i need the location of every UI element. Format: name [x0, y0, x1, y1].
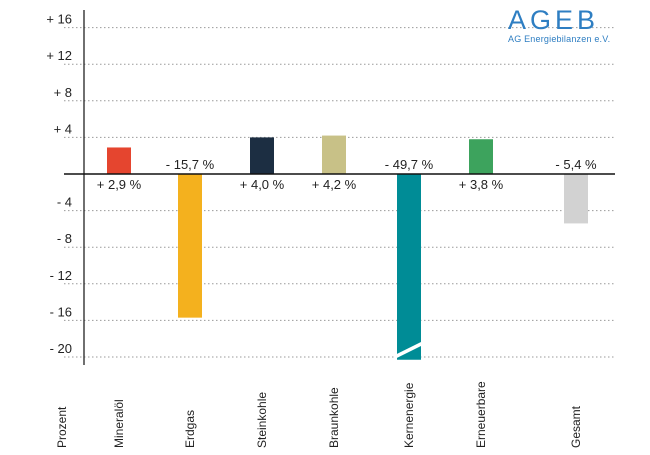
bar [469, 139, 493, 174]
x-tick-label: Braunkohle [327, 387, 341, 448]
y-tick-label: - 8 [57, 231, 72, 246]
bar [322, 135, 346, 174]
bar [107, 147, 131, 174]
y-tick-label: - 16 [50, 304, 72, 319]
x-tick-label: Erdgas [183, 410, 197, 448]
data-label: + 4,2 % [312, 177, 357, 192]
bar [397, 174, 421, 360]
ageb-logo: AGEB AG Energiebilanzen e.V. [508, 6, 638, 44]
x-tick-label: Steinkohle [255, 392, 269, 448]
logo-subtitle: AG Energiebilanzen e.V. [508, 34, 611, 44]
data-label: - 49,7 % [385, 157, 434, 172]
x-tick-label: Kernenergie [402, 382, 416, 448]
y-tick-label: + 16 [46, 12, 72, 27]
data-label: + 3,8 % [459, 177, 504, 192]
bar [250, 137, 274, 174]
x-tick-label: Mineralöl [112, 399, 126, 448]
y-tick-label: + 4 [54, 121, 72, 136]
x-tick-label: Erneuerbare [474, 381, 488, 448]
data-label: - 5,4 % [555, 157, 597, 172]
y-axis-label: Prozent [55, 406, 69, 448]
data-label: + 4,0 % [240, 177, 285, 192]
bar [564, 174, 588, 224]
data-label: - 15,7 % [166, 157, 215, 172]
logo-wordmark: AGEB [508, 5, 600, 35]
x-tick-label: Gesamt [569, 405, 583, 448]
y-tick-label: + 8 [54, 85, 72, 100]
y-tick-label: - 20 [50, 341, 72, 356]
axis-break-mark [396, 341, 422, 359]
y-tick-label: - 12 [50, 268, 72, 283]
y-tick-label: + 12 [46, 48, 72, 63]
bar [178, 174, 202, 318]
y-tick-label: - 4 [57, 195, 72, 210]
data-label: + 2,9 % [97, 177, 142, 192]
